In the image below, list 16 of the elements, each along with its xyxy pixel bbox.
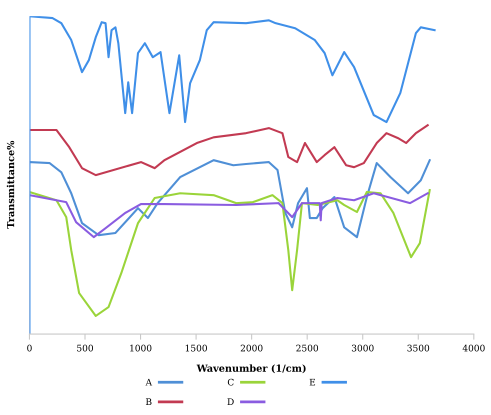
legend-label: E [310,378,316,386]
x-tick-label: 3500 [407,344,430,352]
x-tick-label: 1000 [130,344,152,352]
x-tick-label: 4000 [462,344,485,352]
x-axis-title: Wavenumber (1/cm) [196,364,306,374]
x-tick-label: 3000 [352,344,374,352]
legend-label: C [228,378,234,386]
legend-label: A [146,378,152,386]
x-tick-label: 500 [77,344,94,352]
legend-label: D [228,398,234,405]
x-tick-label: 1500 [186,344,207,352]
y-axis-title: Transmittance% [6,140,14,229]
legend-label: B [146,398,152,405]
x-tick-label: 2500 [296,344,318,352]
x-tick-label: 2000 [240,344,263,352]
x-tick-label: 0 [27,344,32,352]
